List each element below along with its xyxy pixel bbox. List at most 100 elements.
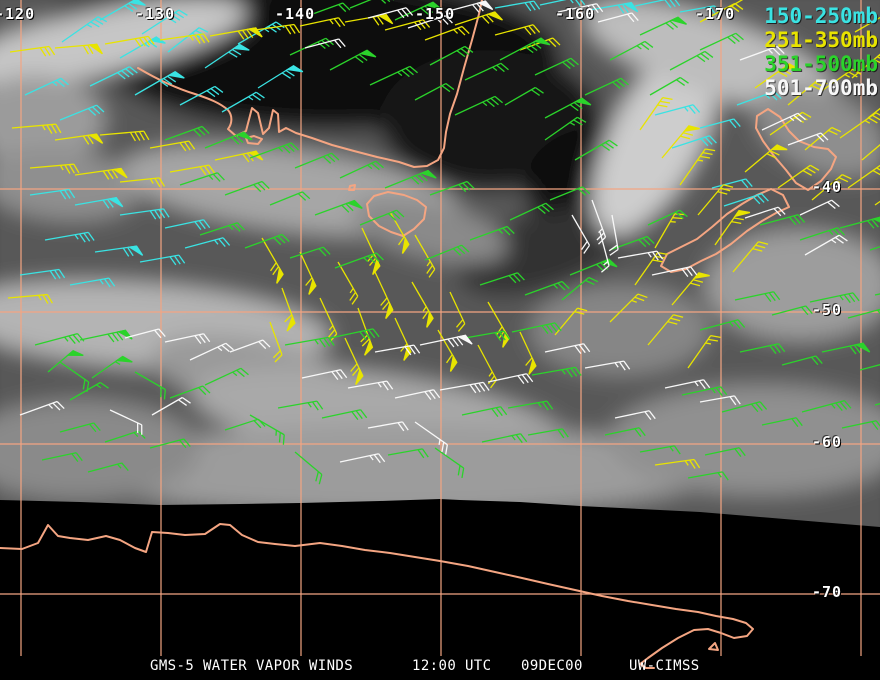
wind-barb — [414, 421, 448, 455]
barb-half — [561, 369, 566, 375]
barb-full — [723, 184, 734, 188]
barb-full — [212, 173, 221, 182]
barb-full — [705, 148, 716, 152]
barb-full — [545, 324, 553, 334]
barb-staff — [164, 219, 204, 229]
barb-full — [163, 389, 166, 400]
barb-full — [565, 368, 573, 378]
barb-full — [657, 252, 668, 255]
wind-barb — [384, 169, 437, 189]
barb-full — [251, 93, 261, 101]
barb-full — [116, 331, 124, 341]
wind-barb — [464, 62, 509, 81]
barb-flag — [66, 350, 84, 357]
barb-full — [92, 106, 101, 115]
barb-half — [63, 336, 69, 342]
barb-staff — [507, 400, 548, 409]
wind-barb — [669, 50, 714, 71]
wind-barb — [801, 399, 852, 413]
barb-full — [322, 156, 332, 164]
barb-half — [726, 7, 732, 12]
barb-full — [183, 141, 191, 151]
barb-full — [727, 36, 736, 45]
barb-full — [102, 199, 110, 209]
barb-full — [831, 199, 840, 208]
barb-full — [734, 448, 742, 458]
wind-barb — [41, 452, 83, 463]
barb-full — [305, 277, 313, 286]
barb-full — [375, 252, 384, 261]
barb-staff — [394, 389, 434, 399]
wind-barb — [299, 251, 317, 295]
barb-half — [482, 101, 488, 107]
barb-staff — [141, 9, 180, 35]
wind-barb — [309, 2, 351, 16]
barb-full — [852, 292, 860, 302]
barb-full — [415, 175, 424, 183]
pressure-level-legend: 150-250mb 251-350mb 351-500mb 501-700mb — [764, 4, 878, 100]
barb-full — [178, 439, 187, 449]
barb-full — [766, 153, 777, 159]
barb-full — [148, 40, 158, 48]
barb-half — [149, 178, 154, 184]
barb-staff — [9, 45, 50, 53]
barb-staff — [414, 234, 436, 270]
barb-full — [721, 471, 729, 481]
barb-staff — [164, 333, 204, 343]
wind-barb — [527, 428, 569, 439]
wind-barb — [499, 37, 551, 61]
barb-full — [534, 86, 544, 94]
wind-barb — [204, 367, 249, 386]
wind-barb — [639, 445, 681, 455]
king-island — [348, 184, 356, 191]
barb-staff — [727, 0, 744, 9]
barb-staff — [634, 252, 659, 286]
wind-barb — [394, 1, 442, 21]
wind-barb — [99, 0, 146, 21]
barb-full — [232, 223, 241, 232]
wind-barb — [9, 45, 56, 57]
wind-barb — [411, 281, 434, 328]
wind-barb — [761, 417, 803, 428]
barb-staff — [687, 335, 712, 369]
barb-full — [72, 334, 81, 343]
barb-flag — [377, 13, 394, 25]
barb-full — [562, 61, 571, 70]
barb-full — [202, 385, 211, 394]
barb-full — [90, 21, 100, 28]
barb-staff — [189, 342, 227, 361]
barb-staff — [739, 343, 779, 353]
barb-half — [436, 18, 442, 24]
barb-full — [574, 366, 582, 376]
barb-flag — [107, 196, 124, 208]
barb-full — [640, 43, 650, 51]
barb-full — [401, 421, 409, 431]
barb-full — [386, 380, 394, 390]
barb-full — [638, 239, 647, 248]
barb-full — [318, 248, 327, 257]
barb-full — [587, 5, 595, 15]
barb-full — [410, 176, 420, 185]
barb-full — [852, 68, 862, 75]
wind-barb — [44, 231, 95, 243]
wind-barb — [804, 126, 842, 151]
credit: UW-CIMSS — [629, 658, 700, 674]
barb-full — [466, 181, 475, 189]
wind-barb — [449, 291, 466, 332]
lat-lon-grid — [0, 0, 880, 656]
barb-full — [778, 71, 788, 78]
barb-full — [698, 380, 706, 390]
wind-barb — [481, 433, 528, 444]
barb-full — [867, 220, 875, 229]
legend-item-501-700: 501-700mb — [764, 76, 878, 100]
barb-half — [614, 362, 619, 368]
barb-half — [569, 121, 576, 126]
barb-full — [793, 215, 801, 224]
barb-full — [246, 152, 254, 162]
barb-full — [802, 111, 812, 118]
barb-full — [103, 278, 111, 288]
barb-full — [349, 291, 357, 301]
barb-full — [129, 66, 138, 74]
barb-full — [398, 236, 405, 246]
wind-barb — [739, 343, 786, 355]
